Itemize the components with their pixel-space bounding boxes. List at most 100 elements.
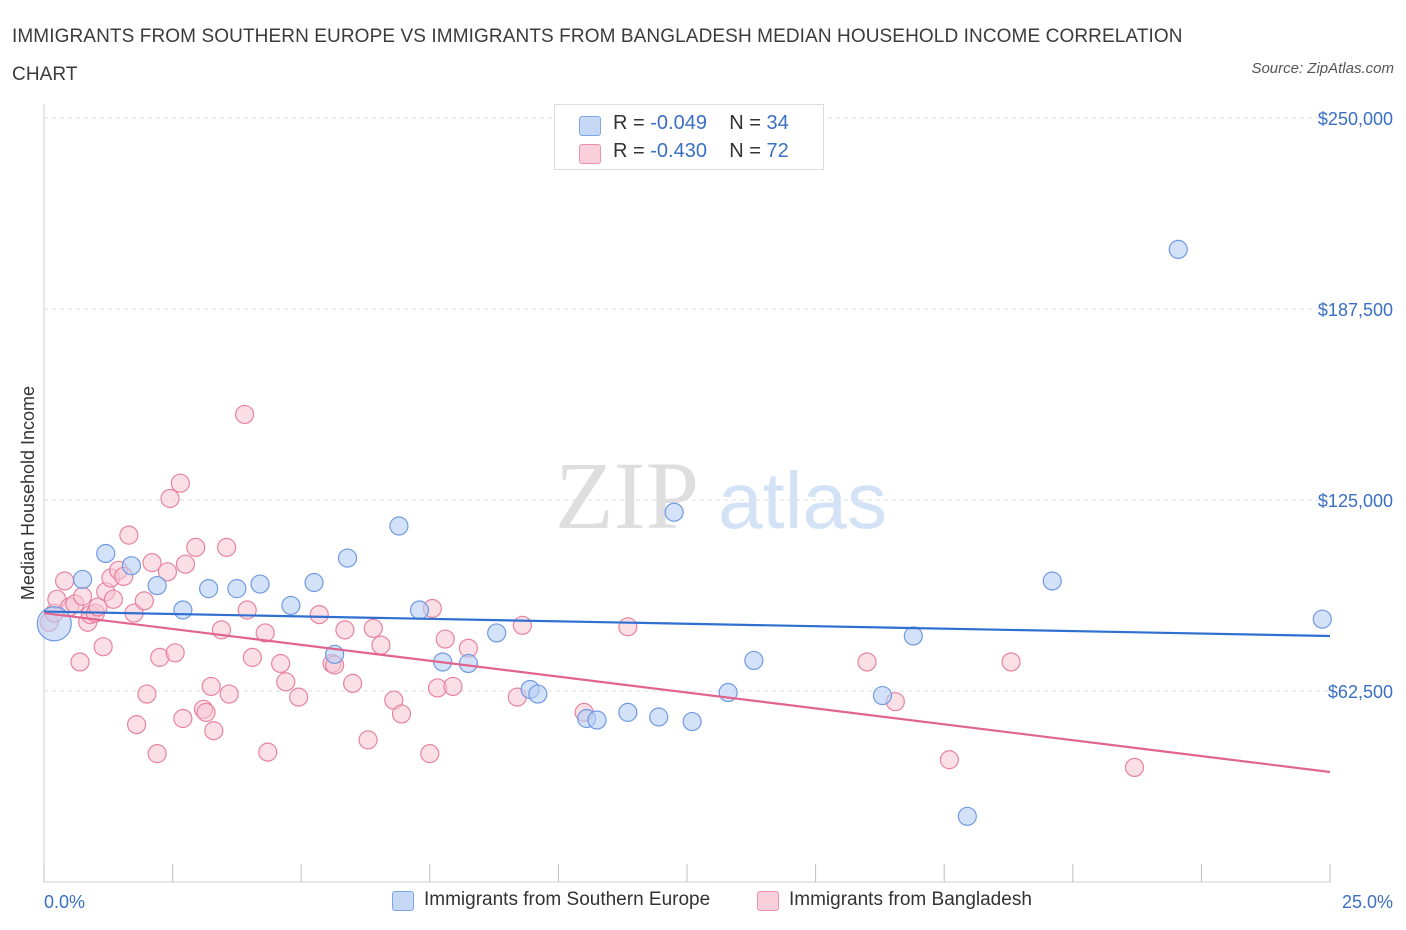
- data-point-bangladesh: [1124, 757, 1145, 778]
- data-point-bangladesh: [103, 589, 124, 609]
- data-point-bangladesh: [363, 618, 383, 638]
- legend-r-value: -0.430: [650, 140, 707, 162]
- y-tick-label: $250,000: [1318, 109, 1393, 129]
- data-point-southern-europe: [199, 579, 219, 599]
- data-point-bangladesh: [186, 537, 206, 557]
- data-point-southern-europe: [337, 548, 358, 568]
- data-point-southern-europe: [121, 556, 142, 576]
- data-point-bangladesh: [258, 742, 278, 762]
- data-point-bangladesh: [119, 525, 139, 545]
- data-point-bangladesh: [939, 750, 959, 770]
- data-point-southern-europe: [664, 502, 684, 522]
- chart-title: IMMIGRANTS FROM SOUTHERN EUROPE VS IMMIG…: [12, 26, 1183, 85]
- data-point-bangladesh: [335, 620, 355, 640]
- data-point-bangladesh: [70, 652, 90, 672]
- data-point-bangladesh: [358, 730, 378, 750]
- series-southern-europe-points: [36, 239, 1332, 826]
- data-point-bangladesh: [219, 684, 239, 704]
- data-point-bangladesh: [170, 473, 190, 493]
- data-point-bangladesh: [93, 637, 113, 657]
- correlation-legend: R = -0.049 N = 34 R = -0.430 N = 72: [554, 104, 824, 170]
- data-point-southern-europe: [96, 543, 116, 564]
- data-point-southern-europe: [389, 516, 409, 536]
- legend-n-value: 34: [766, 112, 789, 134]
- data-point-southern-europe: [409, 600, 430, 620]
- legend-n-value: 72: [766, 140, 789, 162]
- legend-swatch-pink: [579, 144, 601, 164]
- data-point-bangladesh: [1001, 652, 1021, 672]
- data-point-southern-europe: [458, 653, 478, 674]
- data-point-bangladesh: [196, 702, 216, 722]
- data-point-southern-europe: [587, 710, 607, 730]
- data-point-southern-europe: [250, 574, 270, 594]
- data-point-southern-europe: [304, 572, 324, 593]
- data-point-bangladesh: [309, 604, 329, 625]
- data-point-southern-europe: [682, 711, 702, 732]
- data-point-bangladesh: [173, 708, 193, 729]
- data-point-bangladesh: [137, 684, 157, 704]
- x-tick-label-min: 0.0%: [44, 892, 85, 912]
- data-point-bangladesh: [175, 554, 196, 574]
- data-point-southern-europe: [528, 684, 548, 704]
- axes: [43, 104, 1331, 883]
- data-point-bangladesh: [201, 676, 221, 697]
- series-bangladesh-points: [39, 404, 1145, 778]
- legend-r-label: R =: [613, 140, 651, 162]
- y-tick-labels: $62,500 $125,000 $187,500 $250,000: [1318, 109, 1393, 702]
- data-point-bangladesh: [235, 404, 255, 425]
- legend-r-value: -0.049: [650, 112, 707, 134]
- trend-line-bangladesh: [43, 611, 1331, 774]
- data-point-southern-europe: [744, 650, 764, 671]
- data-point-southern-europe: [1042, 571, 1062, 591]
- data-point-bangladesh: [72, 586, 93, 606]
- trend-lines: [43, 610, 1331, 774]
- source-note: Source: ZipAtlas.com: [1251, 60, 1394, 77]
- data-point-bangladesh: [391, 704, 412, 724]
- data-point-bangladesh: [242, 647, 262, 667]
- y-axis-label: Median Household Income: [18, 386, 38, 600]
- data-point-southern-europe: [903, 626, 923, 646]
- data-point-bangladesh: [443, 676, 463, 697]
- bottom-legend-label: Immigrants from Bangladesh: [789, 889, 1032, 910]
- y-tick-label: $187,500: [1318, 300, 1393, 320]
- watermark-atlas: atlas: [718, 456, 887, 545]
- data-point-bangladesh: [147, 744, 167, 764]
- trend-line-southern-europe: [43, 610, 1331, 638]
- bottom-legend-label: Immigrants from Southern Europe: [424, 889, 711, 910]
- data-point-southern-europe: [618, 702, 638, 722]
- data-point-bangladesh: [276, 672, 296, 692]
- legend-n-label: N =: [729, 140, 767, 162]
- data-point-bangladesh: [126, 715, 147, 735]
- data-point-bangladesh: [134, 591, 154, 611]
- data-point-bangladesh: [371, 635, 391, 655]
- data-point-bangladesh: [512, 615, 532, 635]
- watermark-zip: ZIP: [555, 442, 699, 549]
- data-point-southern-europe: [957, 806, 977, 826]
- data-point-southern-europe: [1312, 609, 1332, 629]
- data-point-bangladesh: [420, 744, 440, 764]
- data-point-bangladesh: [289, 687, 309, 707]
- data-point-bangladesh: [343, 673, 363, 693]
- x-tick-labels: 0.0% 25.0%: [44, 892, 1393, 912]
- data-point-bangladesh: [271, 653, 291, 674]
- data-point-southern-europe: [227, 579, 247, 599]
- legend-r-label: R =: [613, 112, 651, 134]
- y-tick-label: $125,000: [1318, 491, 1393, 511]
- x-tick-label-max: 25.0%: [1342, 892, 1393, 912]
- data-point-bangladesh: [618, 617, 638, 637]
- data-point-bangladesh: [160, 488, 180, 509]
- legend-swatch-blue: [579, 116, 601, 136]
- data-point-bangladesh: [157, 562, 178, 582]
- legend-n-label: N =: [729, 112, 767, 134]
- data-point-southern-europe: [147, 575, 167, 596]
- data-point-bangladesh: [857, 652, 877, 672]
- bottom-legend-swatch-pink: [757, 891, 779, 911]
- data-point-bangladesh: [204, 721, 224, 741]
- data-point-southern-europe: [72, 569, 93, 590]
- data-point-bangladesh: [142, 553, 162, 573]
- data-point-bangladesh: [165, 643, 185, 663]
- data-point-southern-europe: [281, 595, 301, 616]
- bottom-legend-swatch-blue: [392, 891, 414, 911]
- data-point-bangladesh: [54, 571, 75, 591]
